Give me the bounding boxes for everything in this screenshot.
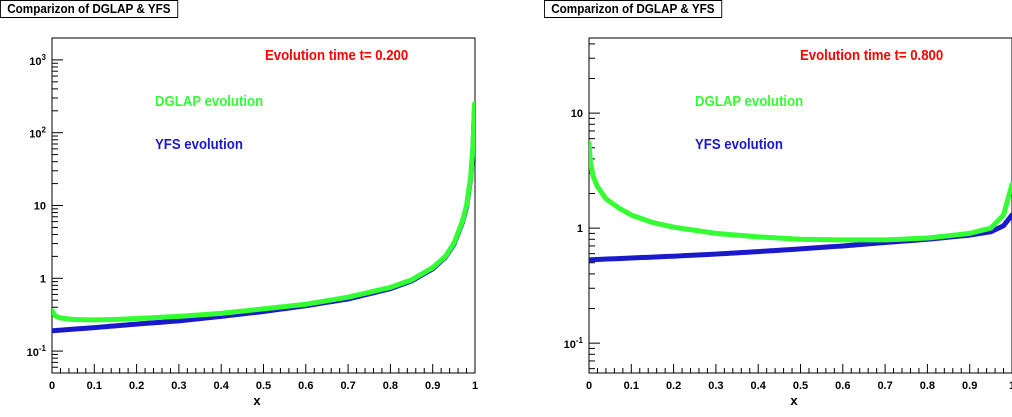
x-tick-label: 0.2	[666, 380, 681, 392]
plot-panel-2: 00.10.20.30.40.50.60.70.80.91x10-1110Evo…	[564, 38, 1012, 408]
chart-title-1: Comparizon of DGLAP & YFS	[0, 0, 178, 18]
yfs-legend-label: YFS evolution	[155, 135, 243, 152]
x-tick-label: 0.7	[340, 380, 355, 392]
x-tick-label: 0.9	[962, 380, 977, 392]
y-tick-label: 10	[571, 108, 583, 120]
x-tick-label: 0.4	[751, 380, 767, 392]
dglap-legend-label: DGLAP evolution	[155, 92, 263, 109]
y-tick-label: 1	[577, 223, 583, 235]
x-tick-label: 0.3	[708, 380, 723, 392]
x-axis-label: x	[253, 393, 261, 408]
dglap-curve	[589, 143, 1012, 240]
y-tick-label: 10	[34, 201, 46, 213]
y-tick-label: 1	[40, 273, 46, 285]
x-tick-label: 0.3	[171, 380, 186, 392]
yfs-legend-label: YFS evolution	[695, 135, 783, 152]
y-tick-label: 103	[29, 53, 46, 68]
x-tick-label: 1	[472, 380, 478, 392]
x-tick-label: 0.5	[793, 380, 808, 392]
y-tick-label: 102	[29, 126, 46, 141]
plot-frame	[52, 38, 475, 373]
yfs-curve	[52, 105, 475, 331]
chart-title-2: Comparizon of DGLAP & YFS	[544, 0, 722, 18]
x-tick-label: 0.8	[383, 380, 398, 392]
plot-panel-1: 0 0.1 0.2 0.3 0.4 0.5 0.6 0.7 0.8 0.9 1 x 10-1 1 10 102…	[27, 38, 478, 408]
x-tick-label: 0.2	[129, 380, 144, 392]
x-tick-label: 0.7	[877, 380, 892, 392]
y-tick-label: 10-1	[27, 344, 47, 359]
x-tick-label: 0	[49, 380, 55, 392]
x-tick-label: 0.9	[425, 380, 440, 392]
evolution-time-label: Evolution time t= 0.200	[265, 46, 408, 63]
x-tick-label: 0.6	[835, 380, 850, 392]
x-tick-label: 0.5	[256, 380, 271, 392]
evolution-time-label: Evolution time t= 0.800	[800, 46, 943, 63]
x-tick-label: 0.1	[624, 380, 639, 392]
x-tick-label: 0.1	[87, 380, 102, 392]
plot-frame	[589, 38, 1012, 373]
dglap-curve	[52, 104, 475, 320]
x-tick-label: 0.8	[920, 380, 935, 392]
x-tick-label: 0.4	[214, 380, 230, 392]
x-tick-label: 0	[586, 380, 592, 392]
x-axis-label: x	[790, 393, 798, 408]
dglap-legend-label: DGLAP evolution	[695, 92, 803, 109]
x-tick-label: 0.6	[298, 380, 313, 392]
y-tick-label: 10-1	[564, 336, 584, 351]
